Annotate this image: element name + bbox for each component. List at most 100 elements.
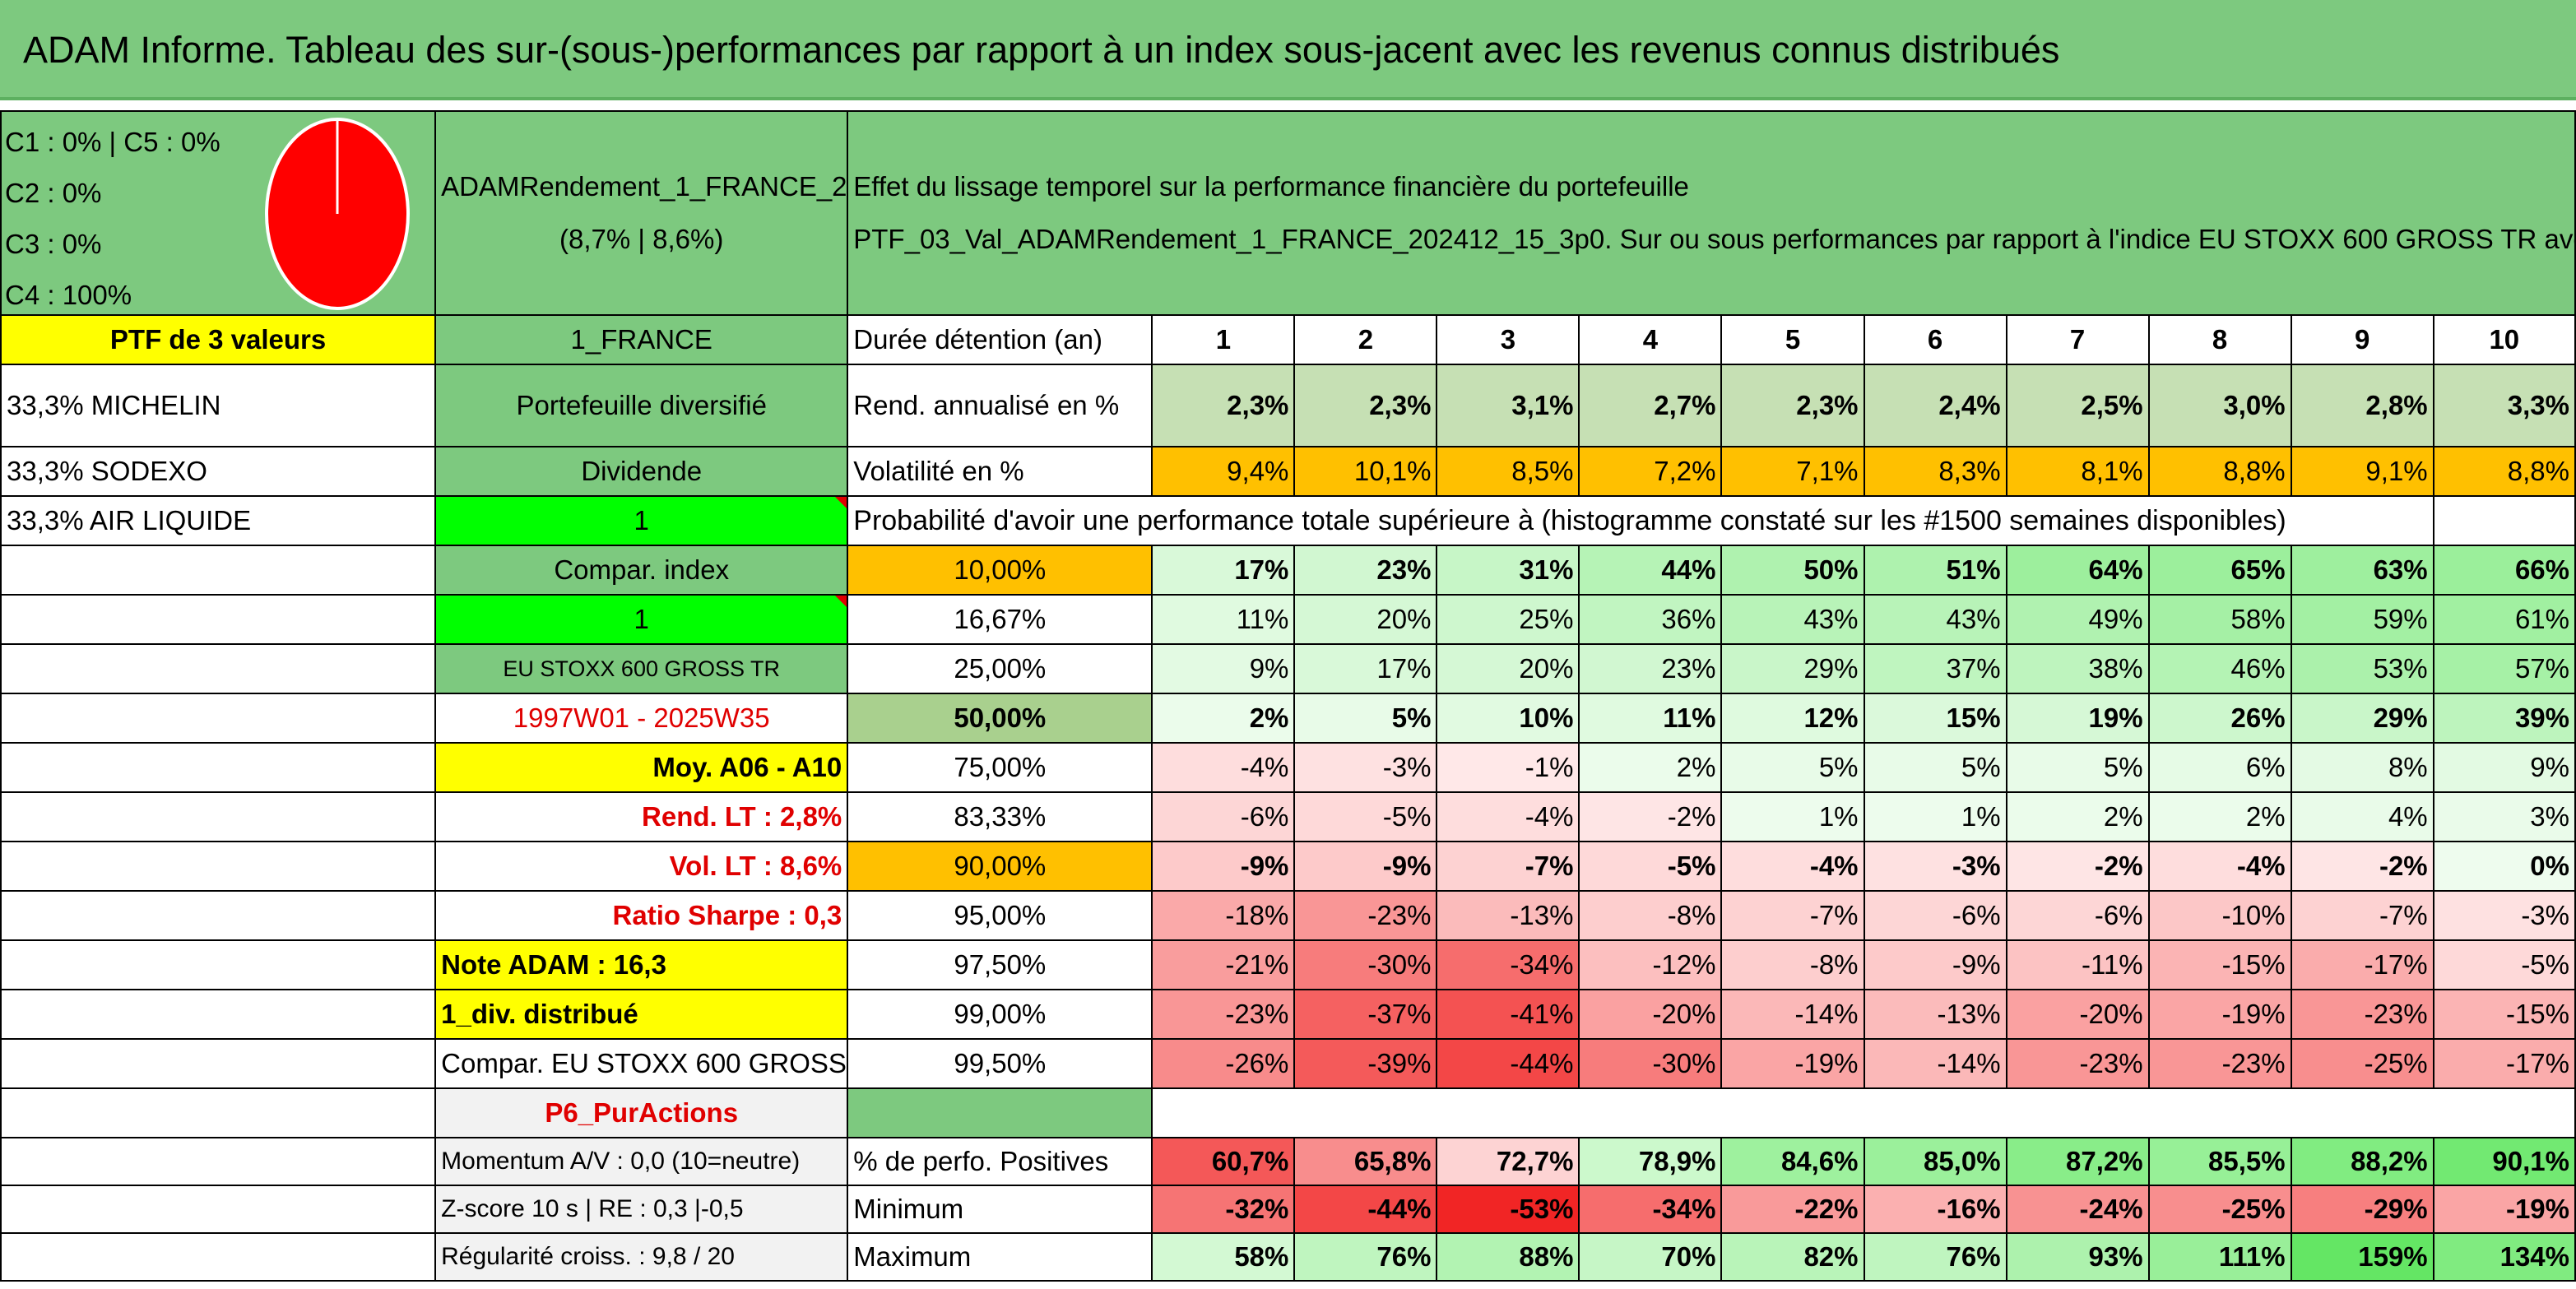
quantile-value: 44% [1578,545,1723,596]
quantile-value: -7% [1720,890,1865,941]
min-value: -32% [1151,1185,1296,1234]
vol-value: 7,1% [1720,446,1865,497]
period-label: 1997W01 - 2025W35 [434,693,849,744]
quantile-value: 53% [2290,643,2434,694]
description-line-1: Effet du lissage temporel sur la perform… [853,171,1689,202]
vol-value: 8,5% [1436,446,1580,497]
rend-value: 3,0% [2147,364,2292,447]
quantile-value: -23% [1293,890,1438,941]
pos-value: 84,6% [1720,1137,1865,1186]
quantile-value: 26% [2147,693,2292,744]
quantile-value: 57% [2432,643,2576,694]
vol-value: 8,8% [2432,446,2576,497]
quantile-value: -3% [2432,890,2576,941]
quantile-value: 2% [1151,693,1296,744]
quantile-value: 38% [2005,643,2150,694]
vol-value: 10,1% [1293,446,1438,497]
quantile-value: -7% [1436,841,1580,892]
quantile-value: 23% [1578,643,1723,694]
quantile-label: 50,00% [847,693,1153,744]
year-10: 10 [2432,314,2576,365]
quantile-label: 99,00% [847,989,1153,1040]
portfolio-name: ADAMRendement_1_FRANCE_202412_15_3p0 [441,171,847,202]
regularite-label: Régularité croiss. : 9,8 / 20 [434,1232,849,1282]
quantile-value: -5% [1578,841,1723,892]
country-label: 1_FRANCE [434,314,849,365]
quantile-row: 1 16,67% 11% 20% 25% 36% 43% 43% 49% 58%… [0,594,2576,645]
max-value: 88% [1436,1232,1580,1282]
pos-value: 78,9% [1578,1137,1723,1186]
quantile-row: Vol. LT : 8,6% 90,00% -9% -9% -7% -5% -4… [0,841,2576,892]
vol-lt-label: Vol. LT : 8,6% [434,841,849,892]
quantile-value: -30% [1293,939,1438,990]
note-adam: Note ADAM : 16,3 [434,939,849,990]
composition-cell: C1 : 0% | C5 : 0% C2 : 0% C3 : 0% C4 : 1… [0,110,437,316]
quantile-value: -25% [2290,1038,2434,1089]
quantile-value: -14% [1863,1038,2007,1089]
quantile-value: -6% [2005,890,2150,941]
pos-value: 85,0% [1863,1137,2007,1186]
quantile-value: -4% [1151,742,1296,793]
quantile-value: 36% [1578,594,1723,645]
quantile-value: -5% [2432,939,2576,990]
quantile-row: Ratio Sharpe : 0,3 95,00% -18% -23% -13%… [0,890,2576,941]
description-cell: Effet du lissage temporel sur la perform… [847,110,2576,316]
quantile-value: -41% [1436,989,1580,1040]
prob-label: Probabilité d'avoir une performance tota… [847,495,2434,546]
empty-cell [0,742,437,793]
quantile-value: 5% [2005,742,2150,793]
year-6: 6 [1863,314,2007,365]
moy-label: Moy. A06 - A10 [434,742,849,793]
rend-value: 2,7% [1578,364,1723,447]
pos-value: 88,2% [2290,1137,2434,1186]
quantile-label: 75,00% [847,742,1153,793]
quantile-value: 23% [1293,545,1438,596]
year-2: 2 [1293,314,1438,365]
vol-value: 7,2% [1578,446,1723,497]
quantile-value: 29% [2290,693,2434,744]
composition-c1-c5: C1 : 0% | C5 : 0% [5,127,220,157]
quantile-value: 59% [2290,594,2434,645]
quantile-label: 25,00% [847,643,1153,694]
rend-value: 2,8% [2290,364,2434,447]
quantile-value: -11% [2005,939,2150,990]
quantile-value: -4% [1720,841,1865,892]
quantile-value: 58% [2147,594,2292,645]
empty-cell [0,1087,437,1138]
quantile-value: -20% [1578,989,1723,1040]
quantile-value: -2% [1578,791,1723,842]
pos-value: 65,8% [1293,1137,1438,1186]
quantile-value: 0% [2432,841,2576,892]
compar-label: Compar. index [434,545,849,596]
quantile-value: 64% [2005,545,2150,596]
quantile-value: -23% [2290,989,2434,1040]
quantile-value: 19% [2005,693,2150,744]
portfolio-perf: (8,7% | 8,6%) [559,224,724,254]
quantile-value: -4% [1436,791,1580,842]
quantile-value: 1% [1720,791,1865,842]
min-value: -34% [1578,1185,1723,1234]
quantile-value: 10% [1436,693,1580,744]
composition-c3: C3 : 0% [5,229,102,259]
quantile-value: 66% [2432,545,2576,596]
max-label: Maximum [847,1232,1153,1282]
year-5: 5 [1720,314,1865,365]
quantile-value: -14% [1720,989,1865,1040]
quantile-value: 46% [2147,643,2292,694]
composition-pie-chart [265,118,410,310]
empty-cell [0,989,437,1040]
description-line-2: PTF_03_Val_ADAMRendement_1_FRANCE_202412… [853,224,2574,254]
year-3: 3 [1436,314,1580,365]
quantile-row: Compar. index 10,00% 17% 23% 31% 44% 50%… [0,545,2576,596]
quantile-value: -9% [1863,939,2007,990]
vol-value: 9,1% [2290,446,2434,497]
vol-value: 9,4% [1151,446,1296,497]
quantile-value: -15% [2432,989,2576,1040]
min-value: -22% [1720,1185,1865,1234]
quantile-value: 37% [1863,643,2007,694]
year-4: 4 [1578,314,1723,365]
quantile-value: 43% [1863,594,2007,645]
empty-cell [0,890,437,941]
quantile-value: -17% [2432,1038,2576,1089]
quantile-value: -1% [1436,742,1580,793]
